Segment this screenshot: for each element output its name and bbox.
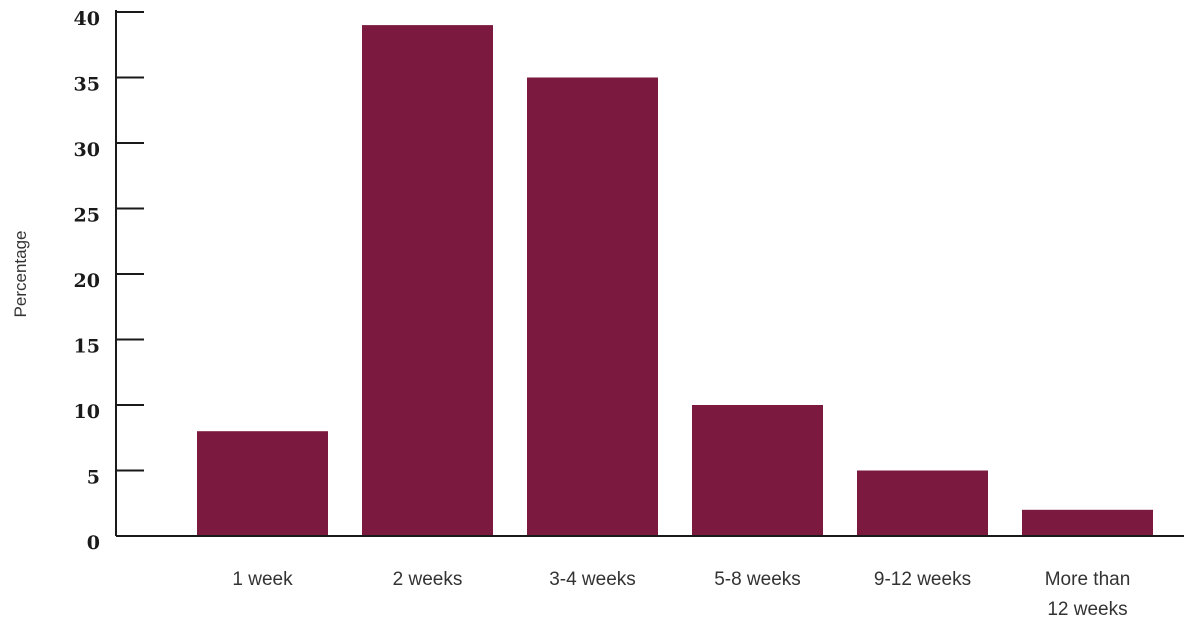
- bar: [692, 405, 823, 536]
- bar: [1022, 509, 1153, 536]
- bar: [857, 470, 988, 536]
- y-axis-title: Percentage: [11, 231, 30, 318]
- x-tick-label: 5-8 weeks: [714, 569, 801, 590]
- x-tick-label: 2 weeks: [393, 569, 463, 590]
- y-tick-label: 30: [74, 139, 100, 161]
- x-tick-label: More than: [1045, 569, 1131, 590]
- x-tick-label: 3-4 weeks: [549, 569, 636, 590]
- x-tick-label: 1 week: [232, 569, 293, 590]
- bar: [197, 431, 328, 536]
- y-tick-label: 40: [74, 8, 100, 30]
- x-axis-labels: 1 week 2 weeks 3-4 weeks 5-8 weeks 9-12 week…: [232, 569, 1130, 620]
- y-tick-label: 5: [87, 467, 100, 489]
- bar: [527, 77, 658, 536]
- y-axis-ticks: 0 5 10 15 20 25 30 35 40: [74, 8, 144, 554]
- y-tick-label: 0: [87, 532, 100, 554]
- bar: [362, 25, 493, 536]
- y-tick-label: 20: [74, 270, 100, 292]
- x-tick-label: 12 weeks: [1047, 599, 1127, 620]
- y-tick-label: 10: [74, 401, 100, 423]
- x-tick-label: 9-12 weeks: [874, 569, 971, 590]
- bars: [197, 25, 1153, 536]
- y-tick-label: 35: [74, 74, 100, 96]
- y-tick-label: 15: [74, 336, 100, 358]
- y-tick-label: 25: [74, 205, 100, 227]
